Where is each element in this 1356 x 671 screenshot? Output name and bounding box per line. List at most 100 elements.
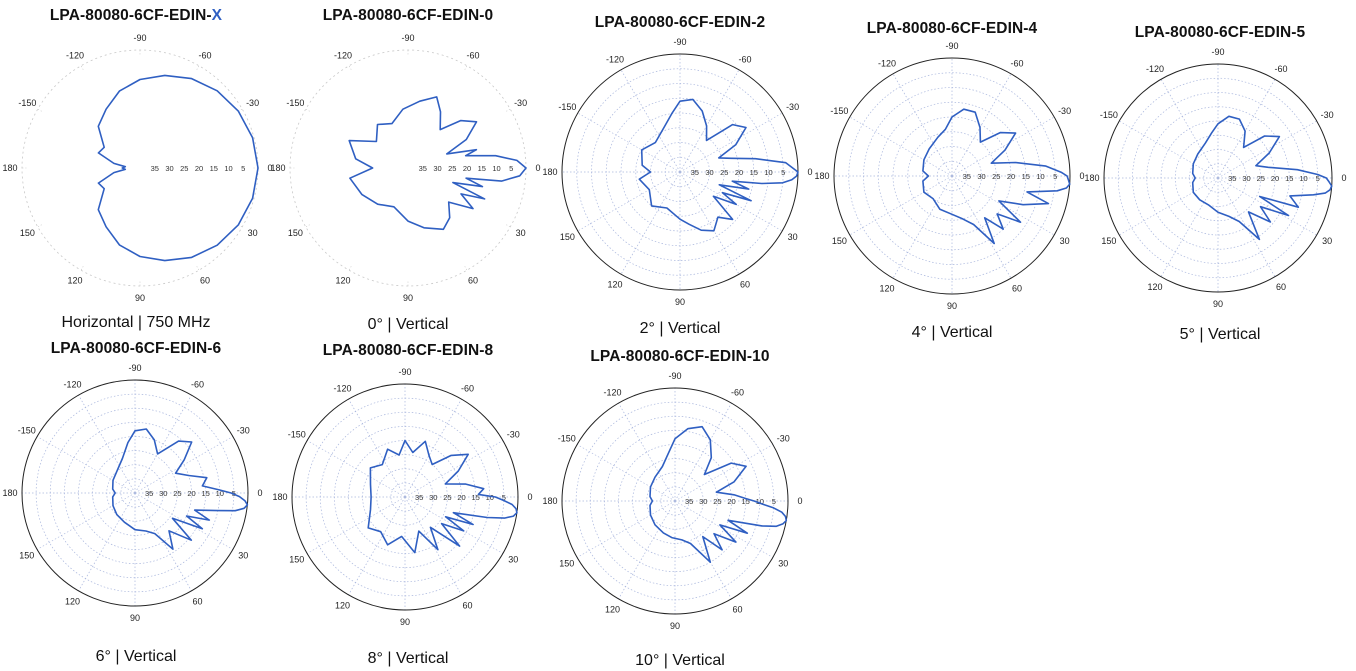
angle-tick-label: 120: [65, 596, 80, 606]
angle-tick-label: 150: [20, 228, 35, 238]
pattern-trace: [638, 98, 799, 232]
radial-tick-label: 10: [224, 164, 232, 173]
grid-ring: [620, 112, 740, 232]
grid-spoke: [134, 492, 234, 550]
angle-tick-label: -90: [945, 41, 958, 51]
grid-spoke: [36, 436, 136, 494]
angle-tick-label: 180: [272, 492, 287, 502]
radial-tick-label: 5: [502, 493, 506, 502]
radial-tick-label: 30: [1242, 174, 1250, 183]
grid-spoke: [679, 171, 740, 275]
angle-tick-label: -60: [191, 380, 204, 390]
panel-title: LPA-80080-6CF-EDIN-X: [49, 7, 223, 24]
grid-spoke: [849, 175, 953, 236]
grid-spoke: [78, 492, 136, 592]
radial-tick-label: 10: [492, 164, 500, 173]
angle-tick-label: 90: [947, 301, 957, 311]
angle-tick-label: -90: [668, 371, 681, 381]
polar-panel-2: LPA-80080-6CF-EDIN-2 -150 -120 -90 -60 -30 0 3…: [542, 0, 816, 345]
grid-spoke: [348, 65, 352, 70]
radial-tick-label: 35: [145, 489, 153, 498]
panel-title: LPA-80080-6CF-EDIN-10: [590, 348, 770, 365]
radial-tick-label: 10: [1036, 172, 1044, 181]
radial-tick-label: 15: [471, 493, 479, 502]
angle-tick-label: 120: [607, 280, 622, 290]
panel-caption: 2° | Vertical: [639, 320, 721, 337]
angle-tick-label: -30: [1058, 106, 1071, 116]
grid-spoke: [674, 402, 732, 502]
angle-tick-label: -30: [786, 102, 799, 112]
pattern-trace: [348, 96, 527, 231]
grid-spoke: [1160, 79, 1219, 179]
radial-tick-label: 25: [448, 164, 456, 173]
grid-spoke: [679, 112, 783, 173]
panel-caption: 0° | Vertical: [367, 316, 449, 333]
grid-spoke: [37, 224, 42, 228]
angle-tick-label: -60: [1274, 64, 1287, 74]
radial-tick-label: 20: [727, 497, 735, 506]
angle-tick-label: -30: [1321, 110, 1334, 120]
angle-tick-label: 90: [403, 293, 413, 303]
outer-ring: [833, 57, 1071, 295]
angle-tick-label: 0: [527, 492, 532, 502]
grid-spoke: [679, 69, 740, 173]
polar-panel-1: LPA-80080-6CF-EDIN-0 -150 -120 -90 -60 -30 0 3…: [270, 0, 544, 340]
grid-spoke: [464, 65, 468, 70]
angle-tick-label: 90: [135, 293, 145, 303]
outer-ring: [21, 379, 249, 607]
outer-ring: [561, 387, 789, 615]
angle-tick-label: 90: [130, 613, 140, 623]
angle-tick-label: 60: [740, 280, 750, 290]
grid-spoke: [348, 266, 352, 271]
polar-panel-3: LPA-80080-6CF-EDIN-4 -150 -120 -90 -60 -30 0 3…: [814, 0, 1088, 345]
grid-spoke: [1217, 177, 1317, 236]
grid-spoke: [1217, 79, 1276, 179]
radial-tick-label: 25: [713, 497, 721, 506]
radial-tick-label: 25: [180, 164, 188, 173]
angle-tick-label: -120: [66, 50, 84, 60]
angle-tick-label: 150: [289, 555, 304, 565]
angle-tick-label: 30: [238, 551, 248, 561]
panel-title: LPA-80080-6CF-EDIN-6: [50, 340, 222, 357]
angle-tick-label: -30: [246, 98, 259, 108]
grid-spoke: [306, 496, 406, 554]
grid-spoke: [404, 398, 462, 498]
grid-spoke: [577, 171, 681, 232]
angle-tick-label: 60: [192, 596, 202, 606]
angle-tick-label: 60: [462, 600, 472, 610]
angle-tick-label: 0: [535, 163, 540, 173]
grid-spoke: [951, 73, 1012, 177]
polar-panel-4: LPA-80080-6CF-EDIN-5 -150 -120 -90 -60 -30 0 3…: [1084, 0, 1356, 345]
radial-tick-label: 15: [1285, 174, 1293, 183]
grid-spoke: [849, 116, 953, 177]
polar-panel-7: LPA-80080-6CF-EDIN-10 -150 -120 -90 -60 -30 0…: [542, 336, 816, 671]
grid-spoke: [674, 444, 774, 502]
grid-spoke: [37, 108, 42, 112]
angle-tick-label: 90: [675, 297, 685, 307]
angle-tick-label: -90: [133, 33, 146, 43]
grid-spoke: [78, 394, 136, 494]
angle-tick-label: 60: [468, 276, 478, 286]
angle-tick-label: -120: [333, 384, 351, 394]
grid-spoke: [306, 440, 406, 498]
grid-ring: [848, 72, 1056, 280]
angle-tick-label: 90: [1213, 299, 1223, 309]
angle-tick-label: -120: [878, 58, 896, 68]
angle-tick-label: 30: [778, 559, 788, 569]
angle-tick-label: 0: [797, 496, 802, 506]
radial-tick-label: 10: [764, 168, 772, 177]
angle-tick-label: -30: [507, 430, 520, 440]
angle-tick-label: 180: [542, 496, 557, 506]
angle-tick-label: 60: [1012, 284, 1022, 294]
pattern-trace: [922, 108, 1071, 245]
panel-caption: 10° | Vertical: [635, 652, 725, 669]
angle-tick-label: 180: [1084, 173, 1099, 183]
radial-tick-label: 5: [772, 497, 776, 506]
angle-tick-label: -60: [461, 384, 474, 394]
angle-tick-label: 150: [1101, 236, 1116, 246]
